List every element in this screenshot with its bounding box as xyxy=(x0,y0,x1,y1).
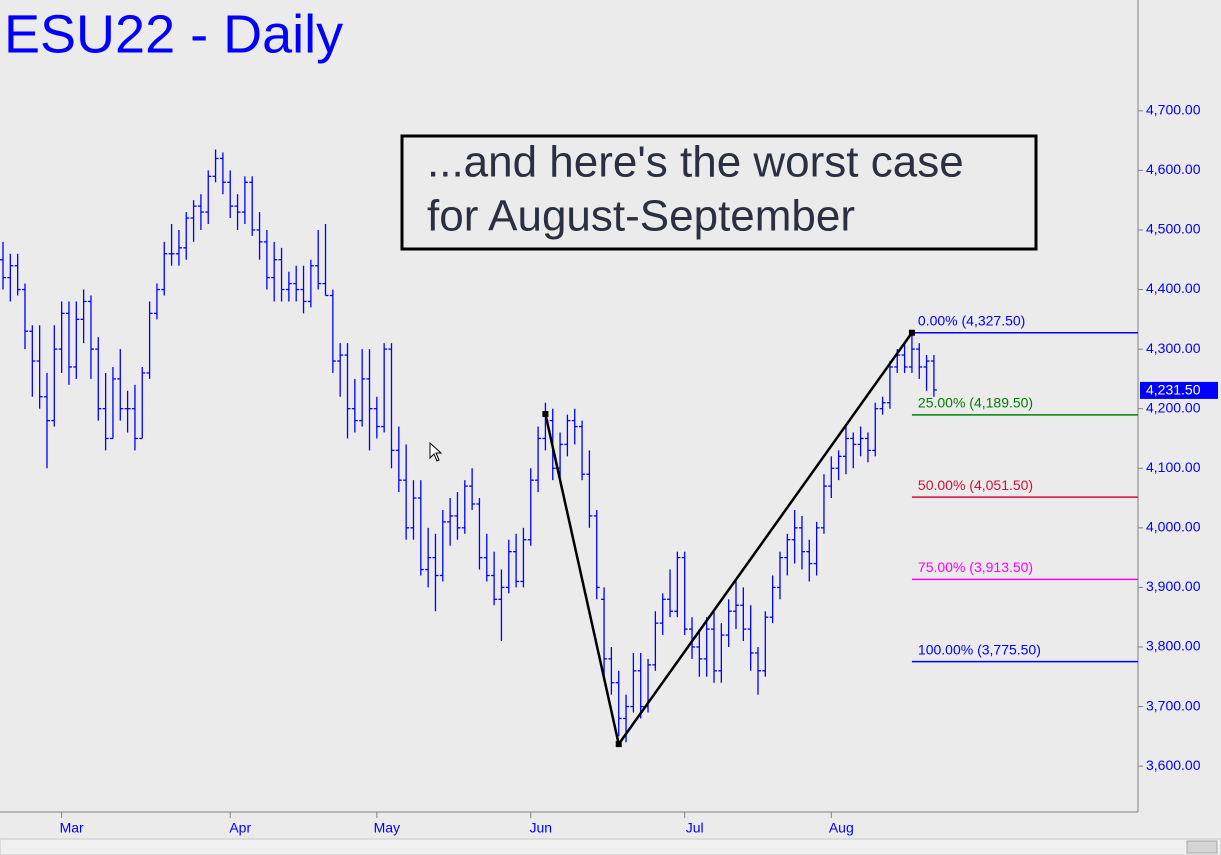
y-tick-label: 4,000.00 xyxy=(1146,519,1201,535)
last-price-tag xyxy=(1140,381,1218,399)
swing-point xyxy=(908,329,915,336)
scrollbar[interactable] xyxy=(0,838,1221,855)
y-tick-label: 3,800.00 xyxy=(1146,638,1201,654)
fib-label: 0.00% (4,327.50) xyxy=(918,312,1025,328)
y-tick-label: 3,700.00 xyxy=(1146,697,1201,713)
y-tick-label: 4,400.00 xyxy=(1146,280,1201,296)
fib-label: 25.00% (4,189.50) xyxy=(918,395,1033,411)
chart-title: ESU22 - Daily xyxy=(4,4,343,64)
swing-line xyxy=(544,331,913,748)
y-tick-label: 3,900.00 xyxy=(1146,578,1201,594)
y-tick-label: 4,500.00 xyxy=(1146,221,1201,237)
y-tick-label: 4,300.00 xyxy=(1146,340,1201,356)
mouse-cursor xyxy=(429,441,443,462)
last-price-label: 4,231.50 xyxy=(1146,382,1201,398)
x-tick-label: Mar xyxy=(60,820,84,836)
y-tick-label: 4,700.00 xyxy=(1146,102,1201,118)
annotation-box xyxy=(400,134,1038,251)
x-tick-label: Apr xyxy=(229,820,251,836)
fib-label: 50.00% (4,051.50) xyxy=(918,477,1033,493)
annotation-line: for August-September xyxy=(427,192,855,241)
swing-point xyxy=(542,411,549,418)
fib-label: 75.00% (3,913.50) xyxy=(918,559,1033,575)
fib-label: 100.00% (3,775.50) xyxy=(918,641,1041,657)
y-tick-label: 4,600.00 xyxy=(1146,161,1201,177)
x-tick-label: Jul xyxy=(686,820,704,836)
x-tick-label: Jun xyxy=(529,820,552,836)
y-tick-label: 4,100.00 xyxy=(1146,459,1201,475)
scrollbar-thumb[interactable] xyxy=(1186,840,1218,854)
annotation-line: ...and here's the worst case xyxy=(427,138,964,187)
x-tick-label: Aug xyxy=(829,820,854,836)
x-tick-label: May xyxy=(374,820,400,836)
swing-point xyxy=(615,741,622,748)
y-tick-label: 4,200.00 xyxy=(1146,399,1201,415)
y-tick-label: 3,600.00 xyxy=(1146,757,1201,773)
